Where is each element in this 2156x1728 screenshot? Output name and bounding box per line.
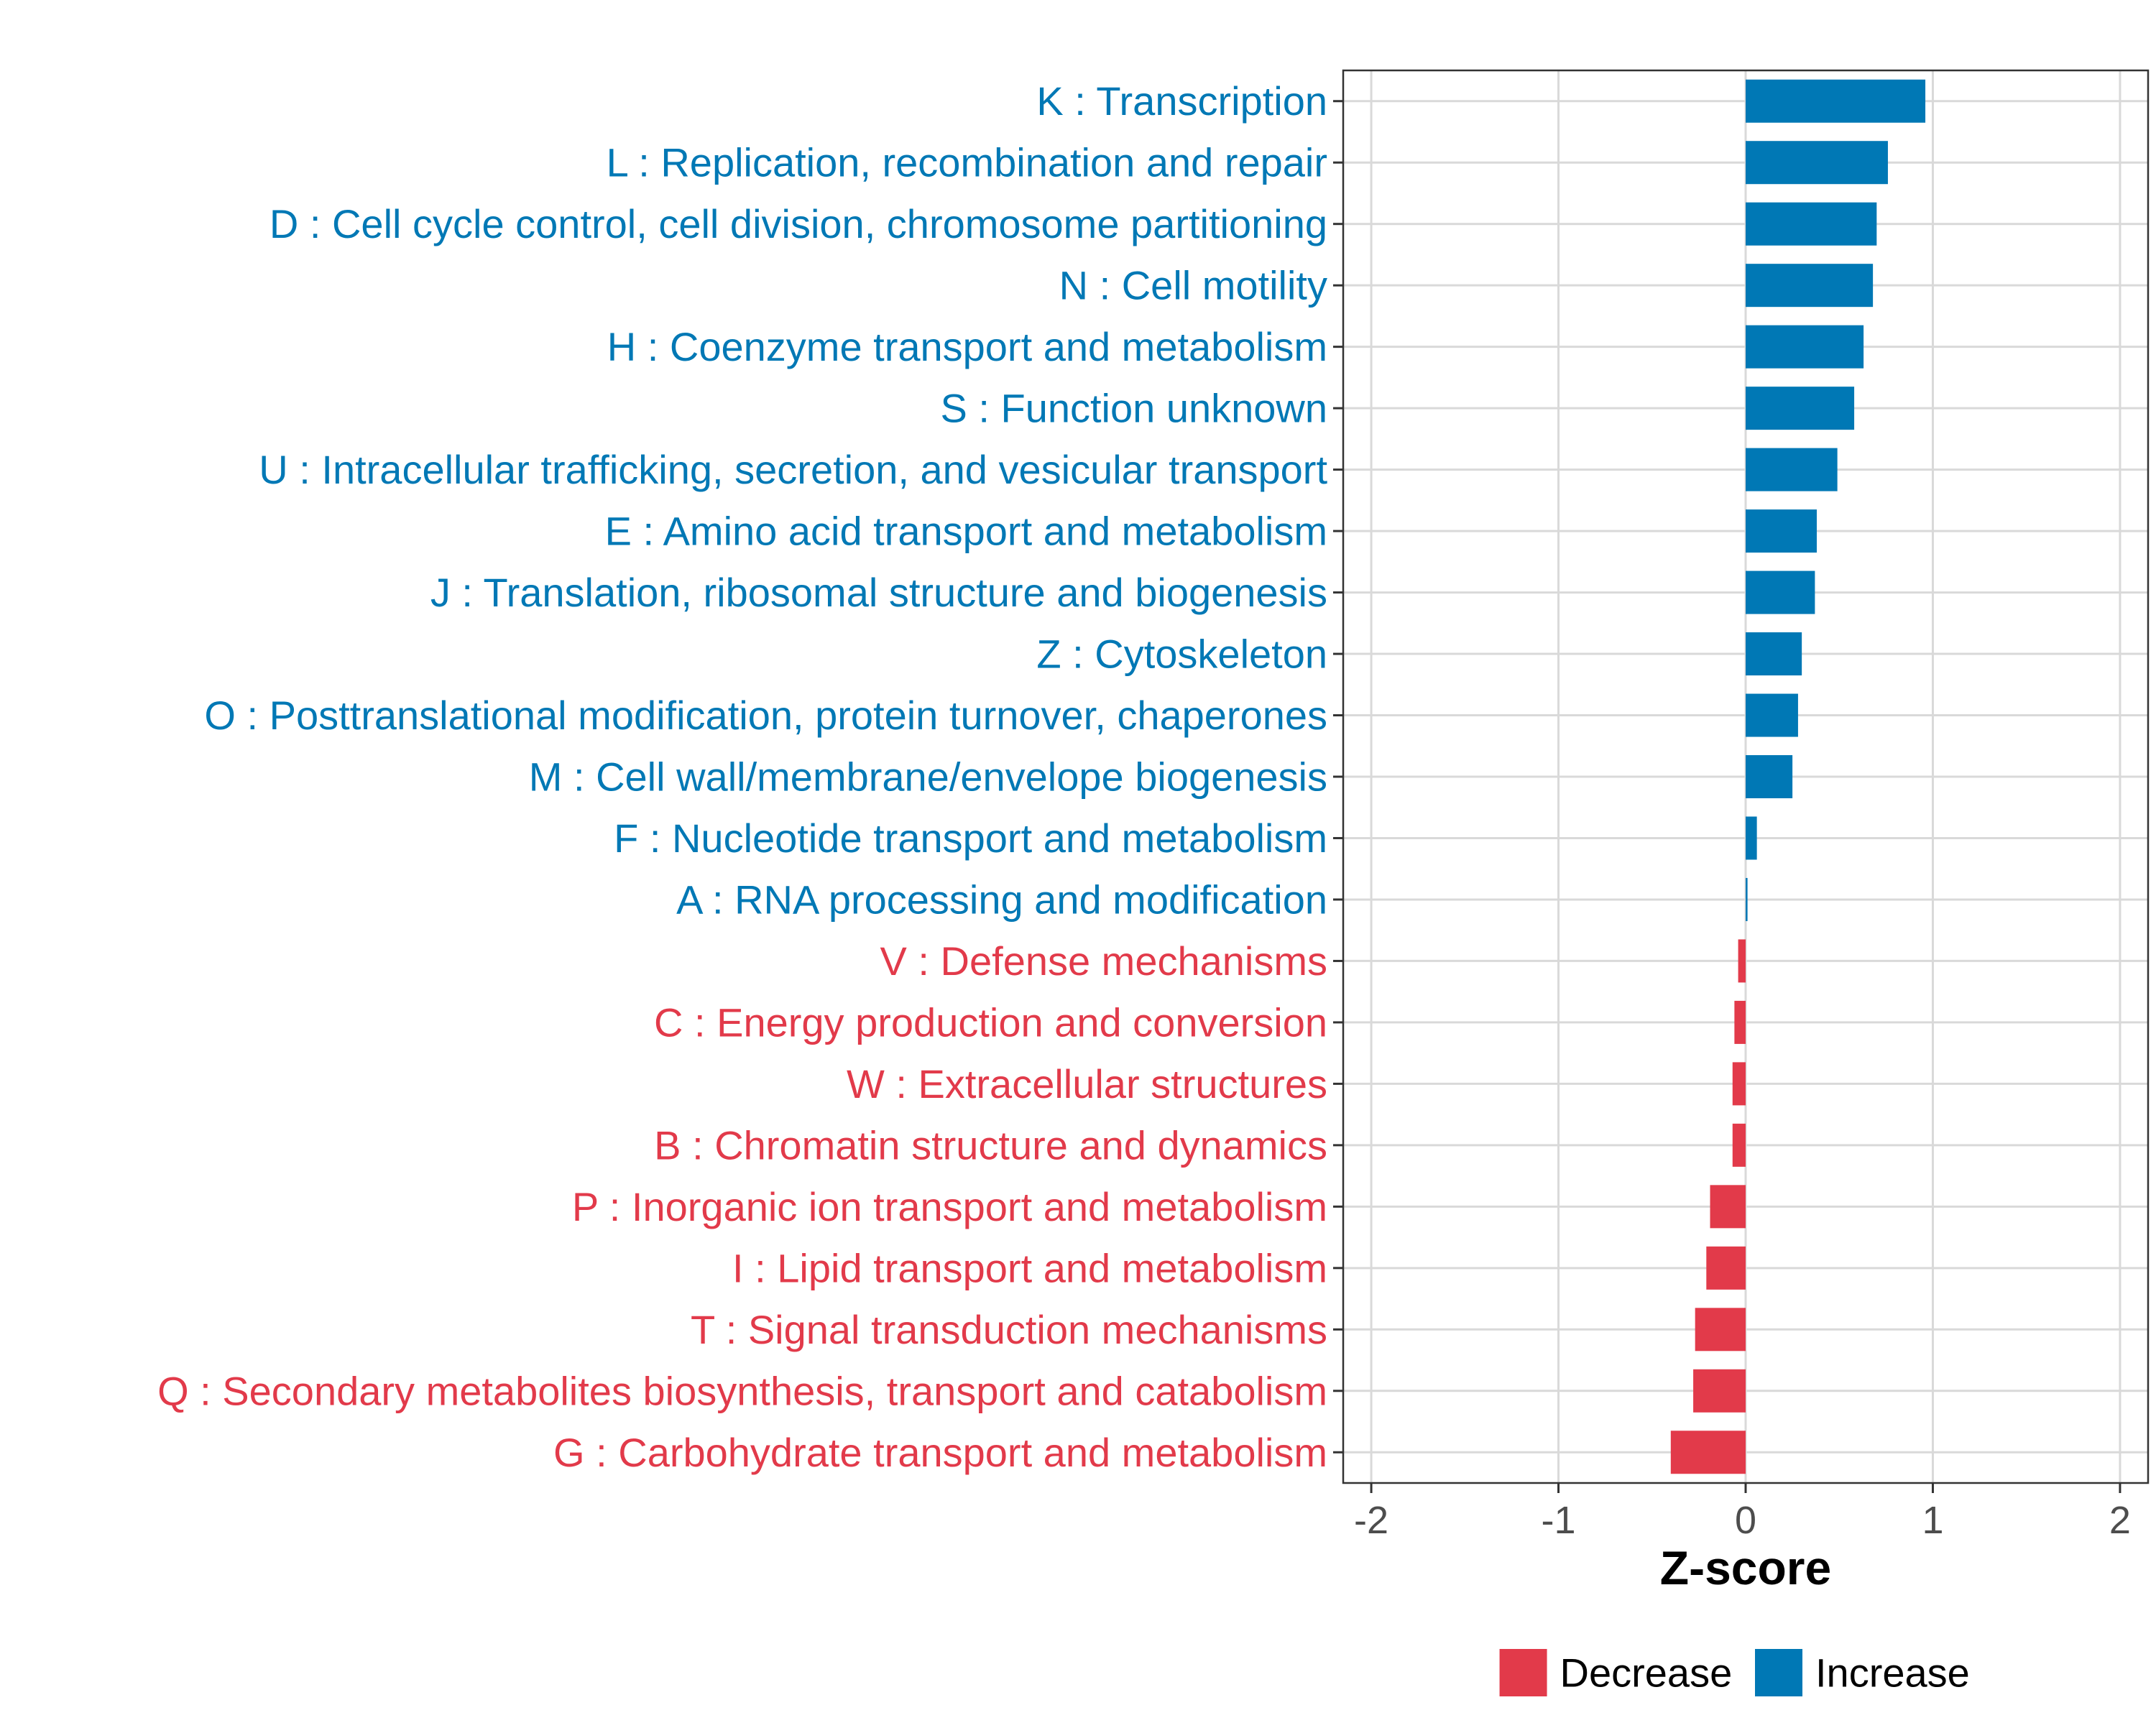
y-category-label: K : Transcription (1036, 78, 1327, 124)
bar (1746, 79, 1926, 123)
y-category-label: M : Cell wall/membrane/envelope biogenes… (529, 754, 1327, 800)
x-tick-label: -2 (1354, 1499, 1388, 1542)
legend-swatch (1499, 1649, 1547, 1696)
bar (1746, 693, 1798, 737)
bar (1693, 1369, 1746, 1413)
y-category-label: D : Cell cycle control, cell division, c… (270, 201, 1327, 246)
y-category-label: I : Lipid transport and metabolism (732, 1245, 1327, 1290)
bar (1746, 632, 1802, 676)
y-category-label: T : Signal transduction mechanisms (691, 1307, 1327, 1352)
y-category-label: C : Energy production and conversion (654, 999, 1327, 1045)
y-category-label: S : Function unknown (940, 386, 1327, 431)
y-axis-ticks (1333, 100, 1343, 1454)
bar (1738, 939, 1746, 983)
bars (1670, 79, 1926, 1474)
y-category-label: V : Defense mechanisms (880, 938, 1327, 984)
y-axis-category-labels: K : Transcription L : Replication, recomb… (157, 78, 1327, 1475)
bar (1732, 1062, 1746, 1106)
bar (1710, 1185, 1746, 1229)
bar (1746, 877, 1748, 921)
bar (1746, 387, 1855, 430)
bar (1670, 1431, 1746, 1474)
x-tick-label: -1 (1542, 1499, 1576, 1542)
legend-label: Increase (1815, 1650, 1970, 1696)
legend-swatch (1755, 1649, 1802, 1696)
bar (1746, 570, 1815, 614)
bar (1746, 202, 1877, 246)
legend: Decrease Increase (1499, 1649, 1970, 1696)
bar (1746, 816, 1757, 860)
x-tick-label: 0 (1735, 1499, 1756, 1542)
bar (1706, 1246, 1746, 1290)
bar (1695, 1308, 1746, 1352)
y-category-label: L : Replication, recombination and repai… (607, 140, 1327, 185)
y-category-label: E : Amino acid transport and metabolism (605, 509, 1327, 554)
y-category-label: P : Inorganic ion transport and metaboli… (572, 1184, 1327, 1229)
y-category-label: J : Translation, ribosomal structure and… (430, 570, 1327, 615)
y-category-label: G : Carbohydrate transport and metabolis… (553, 1430, 1327, 1475)
y-category-label: W : Extracellular structures (847, 1061, 1327, 1106)
y-category-label: Q : Secondary metabolites biosynthesis, … (157, 1368, 1327, 1413)
bar (1746, 509, 1817, 553)
x-tick-label: 1 (1922, 1499, 1943, 1542)
y-category-label: A : RNA processing and modification (676, 877, 1327, 922)
y-category-label: Z : Cytoskeleton (1036, 632, 1327, 677)
x-tick-label: 2 (2109, 1499, 2131, 1542)
y-category-label: U : Intracellular trafficking, secretion… (259, 447, 1327, 492)
bar (1746, 141, 1888, 185)
bar (1746, 325, 1864, 369)
bar (1746, 448, 1838, 491)
y-category-label: O : Posttranslational modification, prot… (204, 693, 1327, 738)
y-category-label: N : Cell motility (1059, 263, 1327, 308)
legend-label: Decrease (1560, 1650, 1733, 1696)
x-axis-ticks: -2 -1 0 1 2 (1354, 1483, 2131, 1542)
x-axis-title: Z-score (1660, 1541, 1831, 1594)
y-category-label: F : Nucleotide transport and metabolism (614, 816, 1327, 861)
bar (1746, 755, 1793, 798)
y-category-label: H : Coenzyme transport and metabolism (607, 324, 1327, 369)
bar (1734, 1000, 1746, 1044)
bar (1746, 264, 1874, 308)
y-category-label: B : Chromatin structure and dynamics (654, 1122, 1327, 1168)
bar (1732, 1123, 1746, 1167)
